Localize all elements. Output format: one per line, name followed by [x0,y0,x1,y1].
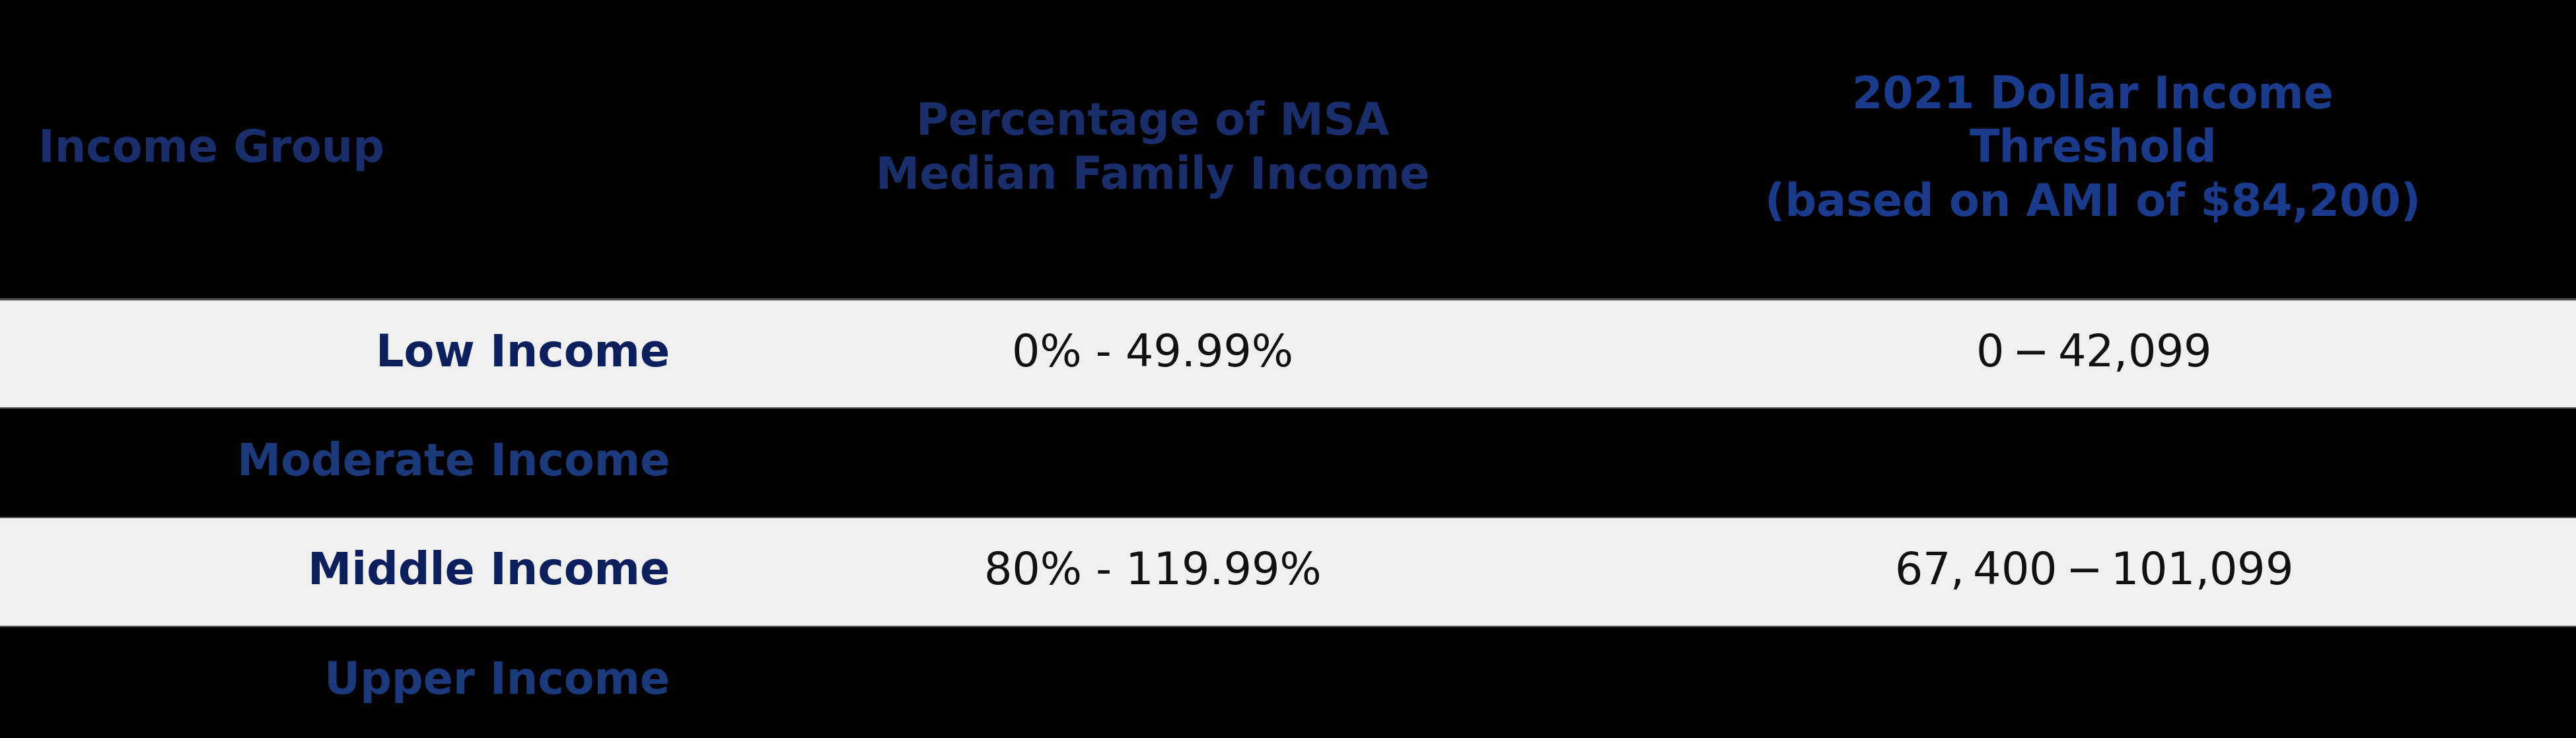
Text: Percentage of MSA
Median Family Income: Percentage of MSA Median Family Income [876,100,1430,199]
Text: Low Income: Low Income [376,331,670,376]
Bar [0,0,2576,299]
Text: Upper Income: Upper Income [325,659,670,703]
Text: 2021 Dollar Income
Threshold
(based on AMI of $84,200): 2021 Dollar Income Threshold (based on A… [1765,74,2421,225]
Bar [0,627,2576,736]
Text: $67,400 - $101,099: $67,400 - $101,099 [1893,550,2293,594]
Bar [0,299,2576,408]
Text: 0% - 49.99%: 0% - 49.99% [1012,331,1293,376]
Text: Middle Income: Middle Income [307,550,670,594]
Bar [0,408,2576,517]
Text: Moderate Income: Moderate Income [237,441,670,485]
Bar [0,517,2576,627]
Text: $0 - $42,099: $0 - $42,099 [1976,331,2210,376]
Bar [0,736,2576,738]
Text: Income Group: Income Group [39,128,384,171]
Text: 80% - 119.99%: 80% - 119.99% [984,550,1321,594]
